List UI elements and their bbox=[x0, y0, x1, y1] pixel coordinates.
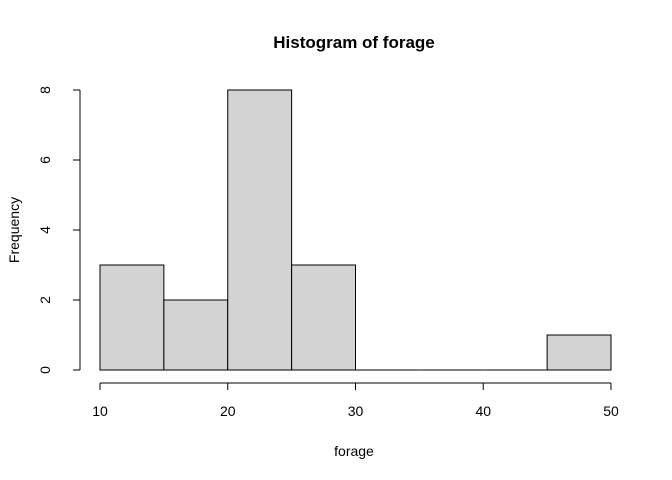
x-tick-label-4: 50 bbox=[603, 403, 619, 419]
x-tick-label-1: 20 bbox=[220, 403, 236, 419]
histogram-bar-1 bbox=[163, 299, 229, 371]
x-tick-label-2: 30 bbox=[348, 403, 364, 419]
bars-group bbox=[99, 89, 612, 371]
chart-title: Histogram of forage bbox=[273, 33, 435, 52]
y-tick-label-3: 6 bbox=[37, 156, 53, 164]
histogram-bar-3 bbox=[291, 264, 356, 371]
x-axis: 10 20 30 40 50 bbox=[92, 382, 619, 419]
y-tick-label-2: 4 bbox=[37, 226, 53, 234]
y-axis: 0 2 4 6 8 bbox=[37, 86, 81, 374]
x-tick-label-3: 40 bbox=[475, 403, 491, 419]
y-tick-label-1: 2 bbox=[37, 296, 53, 304]
x-axis-label: forage bbox=[334, 443, 374, 459]
histogram-bar-2 bbox=[227, 89, 293, 371]
y-tick-label-0: 0 bbox=[37, 366, 53, 374]
y-tick-label-4: 8 bbox=[37, 86, 53, 94]
histogram-bar-0 bbox=[99, 264, 165, 371]
y-axis-label: Frequency bbox=[6, 197, 22, 263]
x-tick-label-0: 10 bbox=[92, 403, 108, 419]
histogram-bar-7 bbox=[546, 334, 612, 371]
